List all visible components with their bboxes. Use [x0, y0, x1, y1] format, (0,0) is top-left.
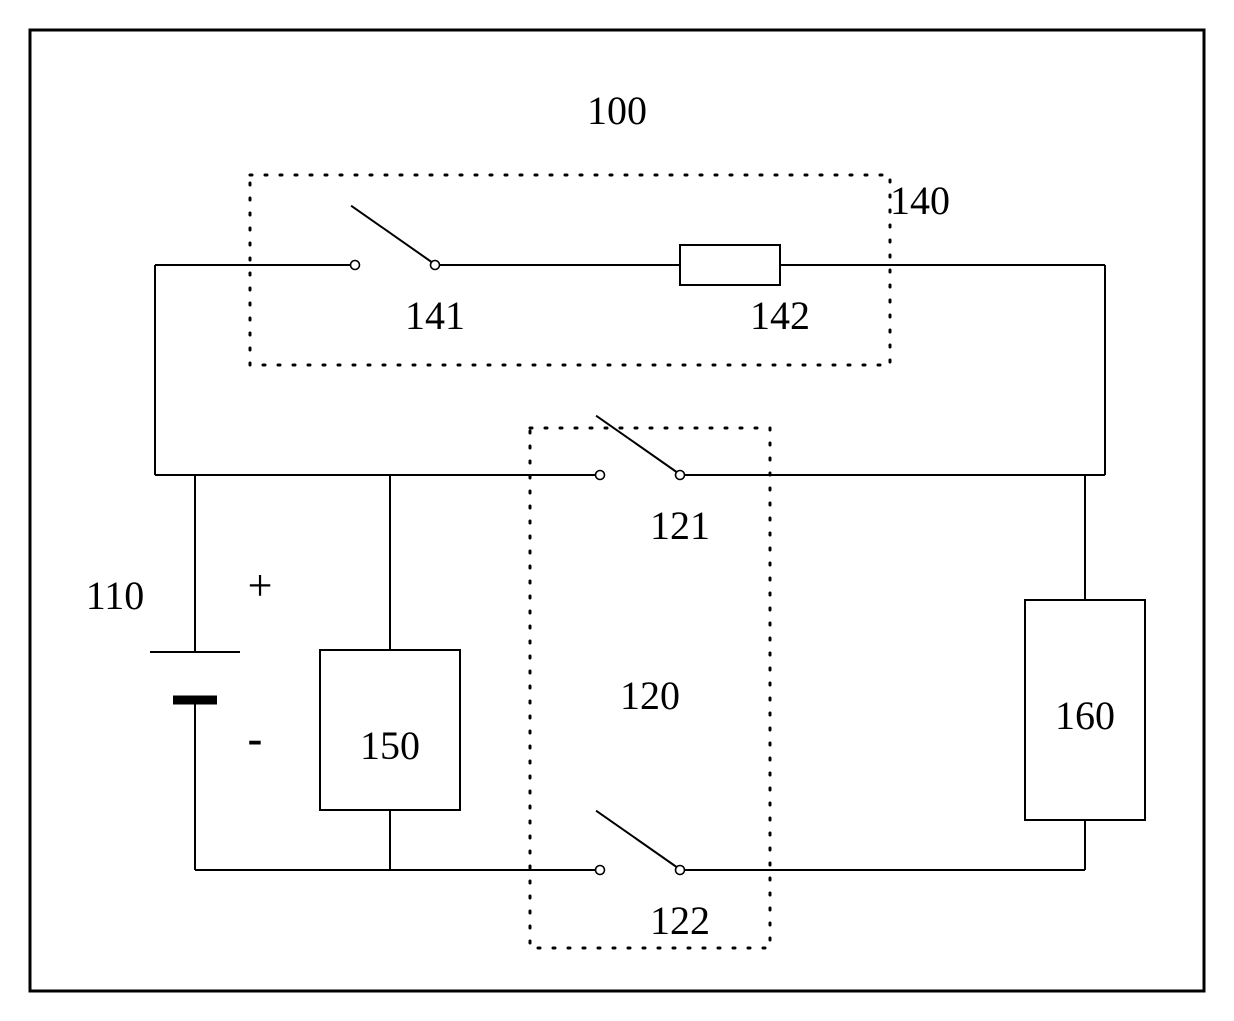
label-bat110: 110: [86, 573, 145, 618]
battery-plus: +: [248, 561, 273, 610]
label-box150: 150: [360, 723, 420, 768]
label-sw121: 121: [650, 503, 710, 548]
label-title: 100: [587, 88, 647, 133]
label-box160: 160: [1055, 693, 1115, 738]
label-sw122: 122: [650, 898, 710, 943]
outer-frame: [30, 30, 1204, 991]
label-sw141: 141: [405, 293, 465, 338]
label-grp120: 120: [620, 673, 680, 718]
label-res142: 142: [750, 293, 810, 338]
label-box140: 140: [890, 178, 950, 223]
battery-minus: -: [248, 714, 263, 763]
resistor-142: [680, 245, 780, 285]
